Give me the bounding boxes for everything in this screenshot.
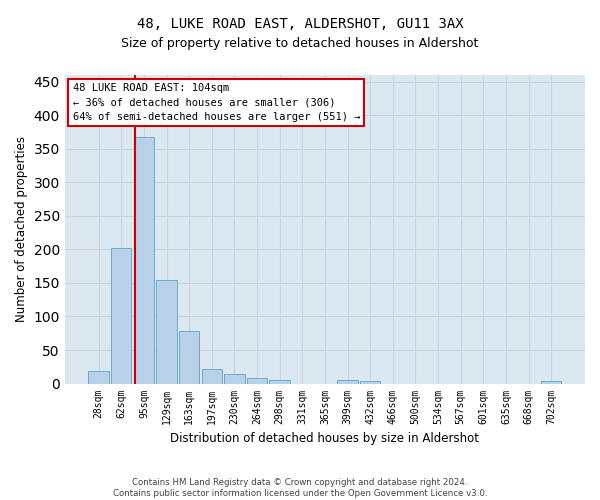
Y-axis label: Number of detached properties: Number of detached properties — [15, 136, 28, 322]
Bar — [157, 280, 176, 384]
Bar — [224, 374, 245, 384]
Text: Size of property relative to detached houses in Aldershot: Size of property relative to detached ho… — [121, 38, 479, 51]
Text: Contains HM Land Registry data © Crown copyright and database right 2024.
Contai: Contains HM Land Registry data © Crown c… — [113, 478, 487, 498]
Bar — [88, 372, 109, 384]
Bar — [111, 248, 131, 384]
Bar — [337, 380, 358, 384]
Bar — [134, 136, 154, 384]
Bar — [360, 381, 380, 384]
Bar — [179, 331, 199, 384]
X-axis label: Distribution of detached houses by size in Aldershot: Distribution of detached houses by size … — [170, 432, 479, 445]
Bar — [247, 378, 267, 384]
Bar — [202, 369, 222, 384]
Bar — [541, 381, 562, 384]
Bar — [269, 380, 290, 384]
Text: 48, LUKE ROAD EAST, ALDERSHOT, GU11 3AX: 48, LUKE ROAD EAST, ALDERSHOT, GU11 3AX — [137, 18, 463, 32]
Text: 48 LUKE ROAD EAST: 104sqm
← 36% of detached houses are smaller (306)
64% of semi: 48 LUKE ROAD EAST: 104sqm ← 36% of detac… — [73, 82, 360, 122]
